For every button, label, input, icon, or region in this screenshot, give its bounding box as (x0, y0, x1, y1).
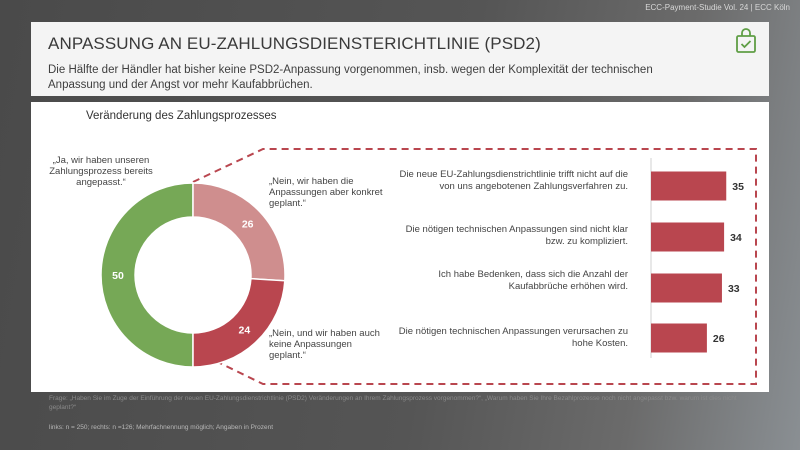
bar-0 (651, 171, 727, 201)
bar-value-3: 26 (713, 333, 725, 345)
bar-1 (651, 222, 725, 252)
slice-label-yes: „Ja, wir haben unseren Zahlungsprozess b… (49, 155, 153, 188)
bar-label-1: Die neue EU-Zahlungsdienstrichtlinie tri… (399, 169, 628, 192)
bar-chart: 35 34 33 26 (650, 158, 744, 358)
sample-footnote: links: n = 250; rechts: n =126; Mehrfach… (49, 424, 274, 431)
question-footnote: Frage: „Haben Sie im Zuge der Einführung… (49, 395, 737, 411)
donut-chart-title: Veränderung des Zahlungsprozesses (86, 110, 277, 122)
bar-3 (651, 323, 707, 353)
header-box: ANPASSUNG AN EU-ZAHLUNGSDIENSTERICHTLINI… (31, 22, 769, 96)
donut-chart: 50 26 24 (31, 102, 769, 392)
bar-2 (651, 273, 722, 303)
bar-value-1: 34 (730, 232, 742, 244)
slice-label-not-planned: „Nein, und wir haben auch keine Anpassun… (269, 328, 380, 361)
chart-panel: Veränderung des Zahlungsprozesses 50 26 24… (31, 102, 769, 392)
donut-slice-0 (100, 182, 194, 368)
page-subtitle: Die Hälfte der Händler hat bisher keine … (48, 64, 653, 91)
donut-svg: 50 26 24 (100, 148, 757, 385)
shopping-bag-check-icon (736, 28, 756, 53)
donut-slice-2 (192, 277, 286, 368)
bar-value-0: 35 (732, 181, 744, 193)
page-title: ANPASSUNG AN EU-ZAHLUNGSDIENSTERICHTLINI… (48, 34, 541, 53)
donut-slice-value-1: 26 (242, 219, 254, 231)
donut-slice-value-0: 50 (112, 270, 124, 282)
source-label: ECC-Payment-Studie Vol. 24 | ECC Köln (645, 3, 790, 12)
bar-label-2: Die nötigen technischen Anpassungen sind… (405, 224, 628, 247)
slice-label-planned: „Nein, wir haben die Anpassungen aber ko… (269, 176, 383, 209)
bar-label-3: Ich habe Bedenken, dass sich die Anzahl … (438, 269, 628, 292)
dashed-frame (192, 148, 757, 385)
donut-slice-value-2: 24 (238, 325, 250, 337)
bar-value-2: 33 (728, 283, 740, 295)
bar-label-4: Die nötigen technischen Anpassungen veru… (398, 326, 628, 349)
